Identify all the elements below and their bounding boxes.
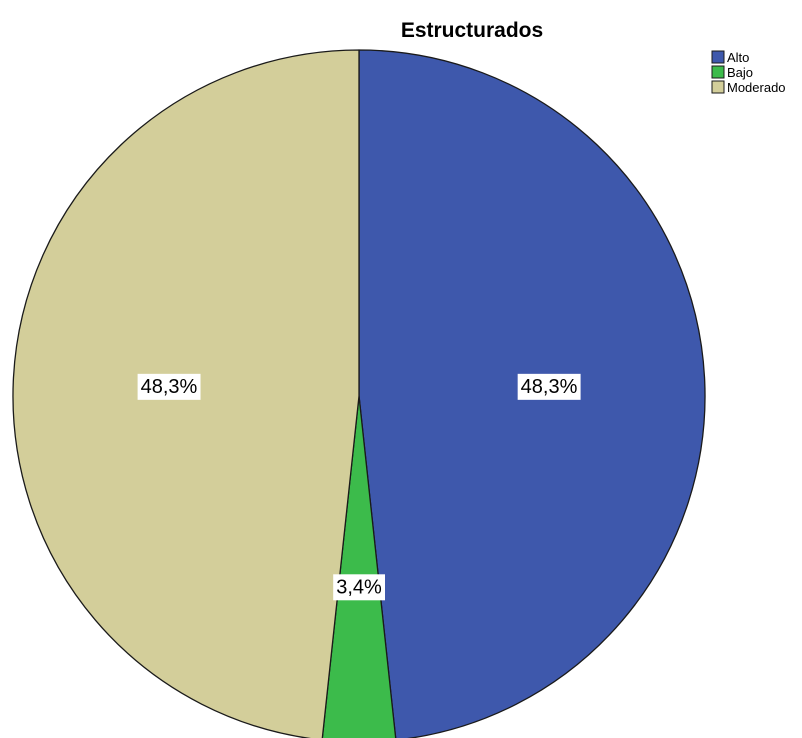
data-label-bajo: 3,4%: [333, 574, 385, 601]
legend-swatch: [711, 65, 725, 79]
data-label-background: [517, 373, 581, 400]
legend-item-moderado: Moderado: [711, 80, 786, 95]
pie-slice-bajo: [321, 395, 397, 738]
data-label-moderado: 48,3%: [137, 373, 201, 400]
data-label-text: 48,3%: [521, 376, 578, 398]
legend-label: Moderado: [727, 80, 786, 95]
data-label-background: [137, 373, 201, 400]
data-label-text: 3,4%: [336, 576, 382, 598]
data-label-alto: 48,3%: [517, 373, 581, 400]
legend-swatch: [711, 80, 725, 94]
chart-title: Estructurados: [401, 19, 543, 42]
data-label-background: [333, 574, 385, 601]
legend-item-alto: Alto: [711, 50, 749, 65]
legend-swatch: [711, 50, 725, 64]
legend-label: Alto: [727, 50, 749, 65]
pie-data-labels: 48,3% 3,4% 48,3%: [137, 373, 581, 601]
legend-label: Bajo: [727, 65, 753, 80]
pie-slices: [12, 49, 706, 738]
legend-item-bajo: Bajo: [711, 65, 753, 80]
data-label-text: 48,3%: [141, 376, 198, 398]
